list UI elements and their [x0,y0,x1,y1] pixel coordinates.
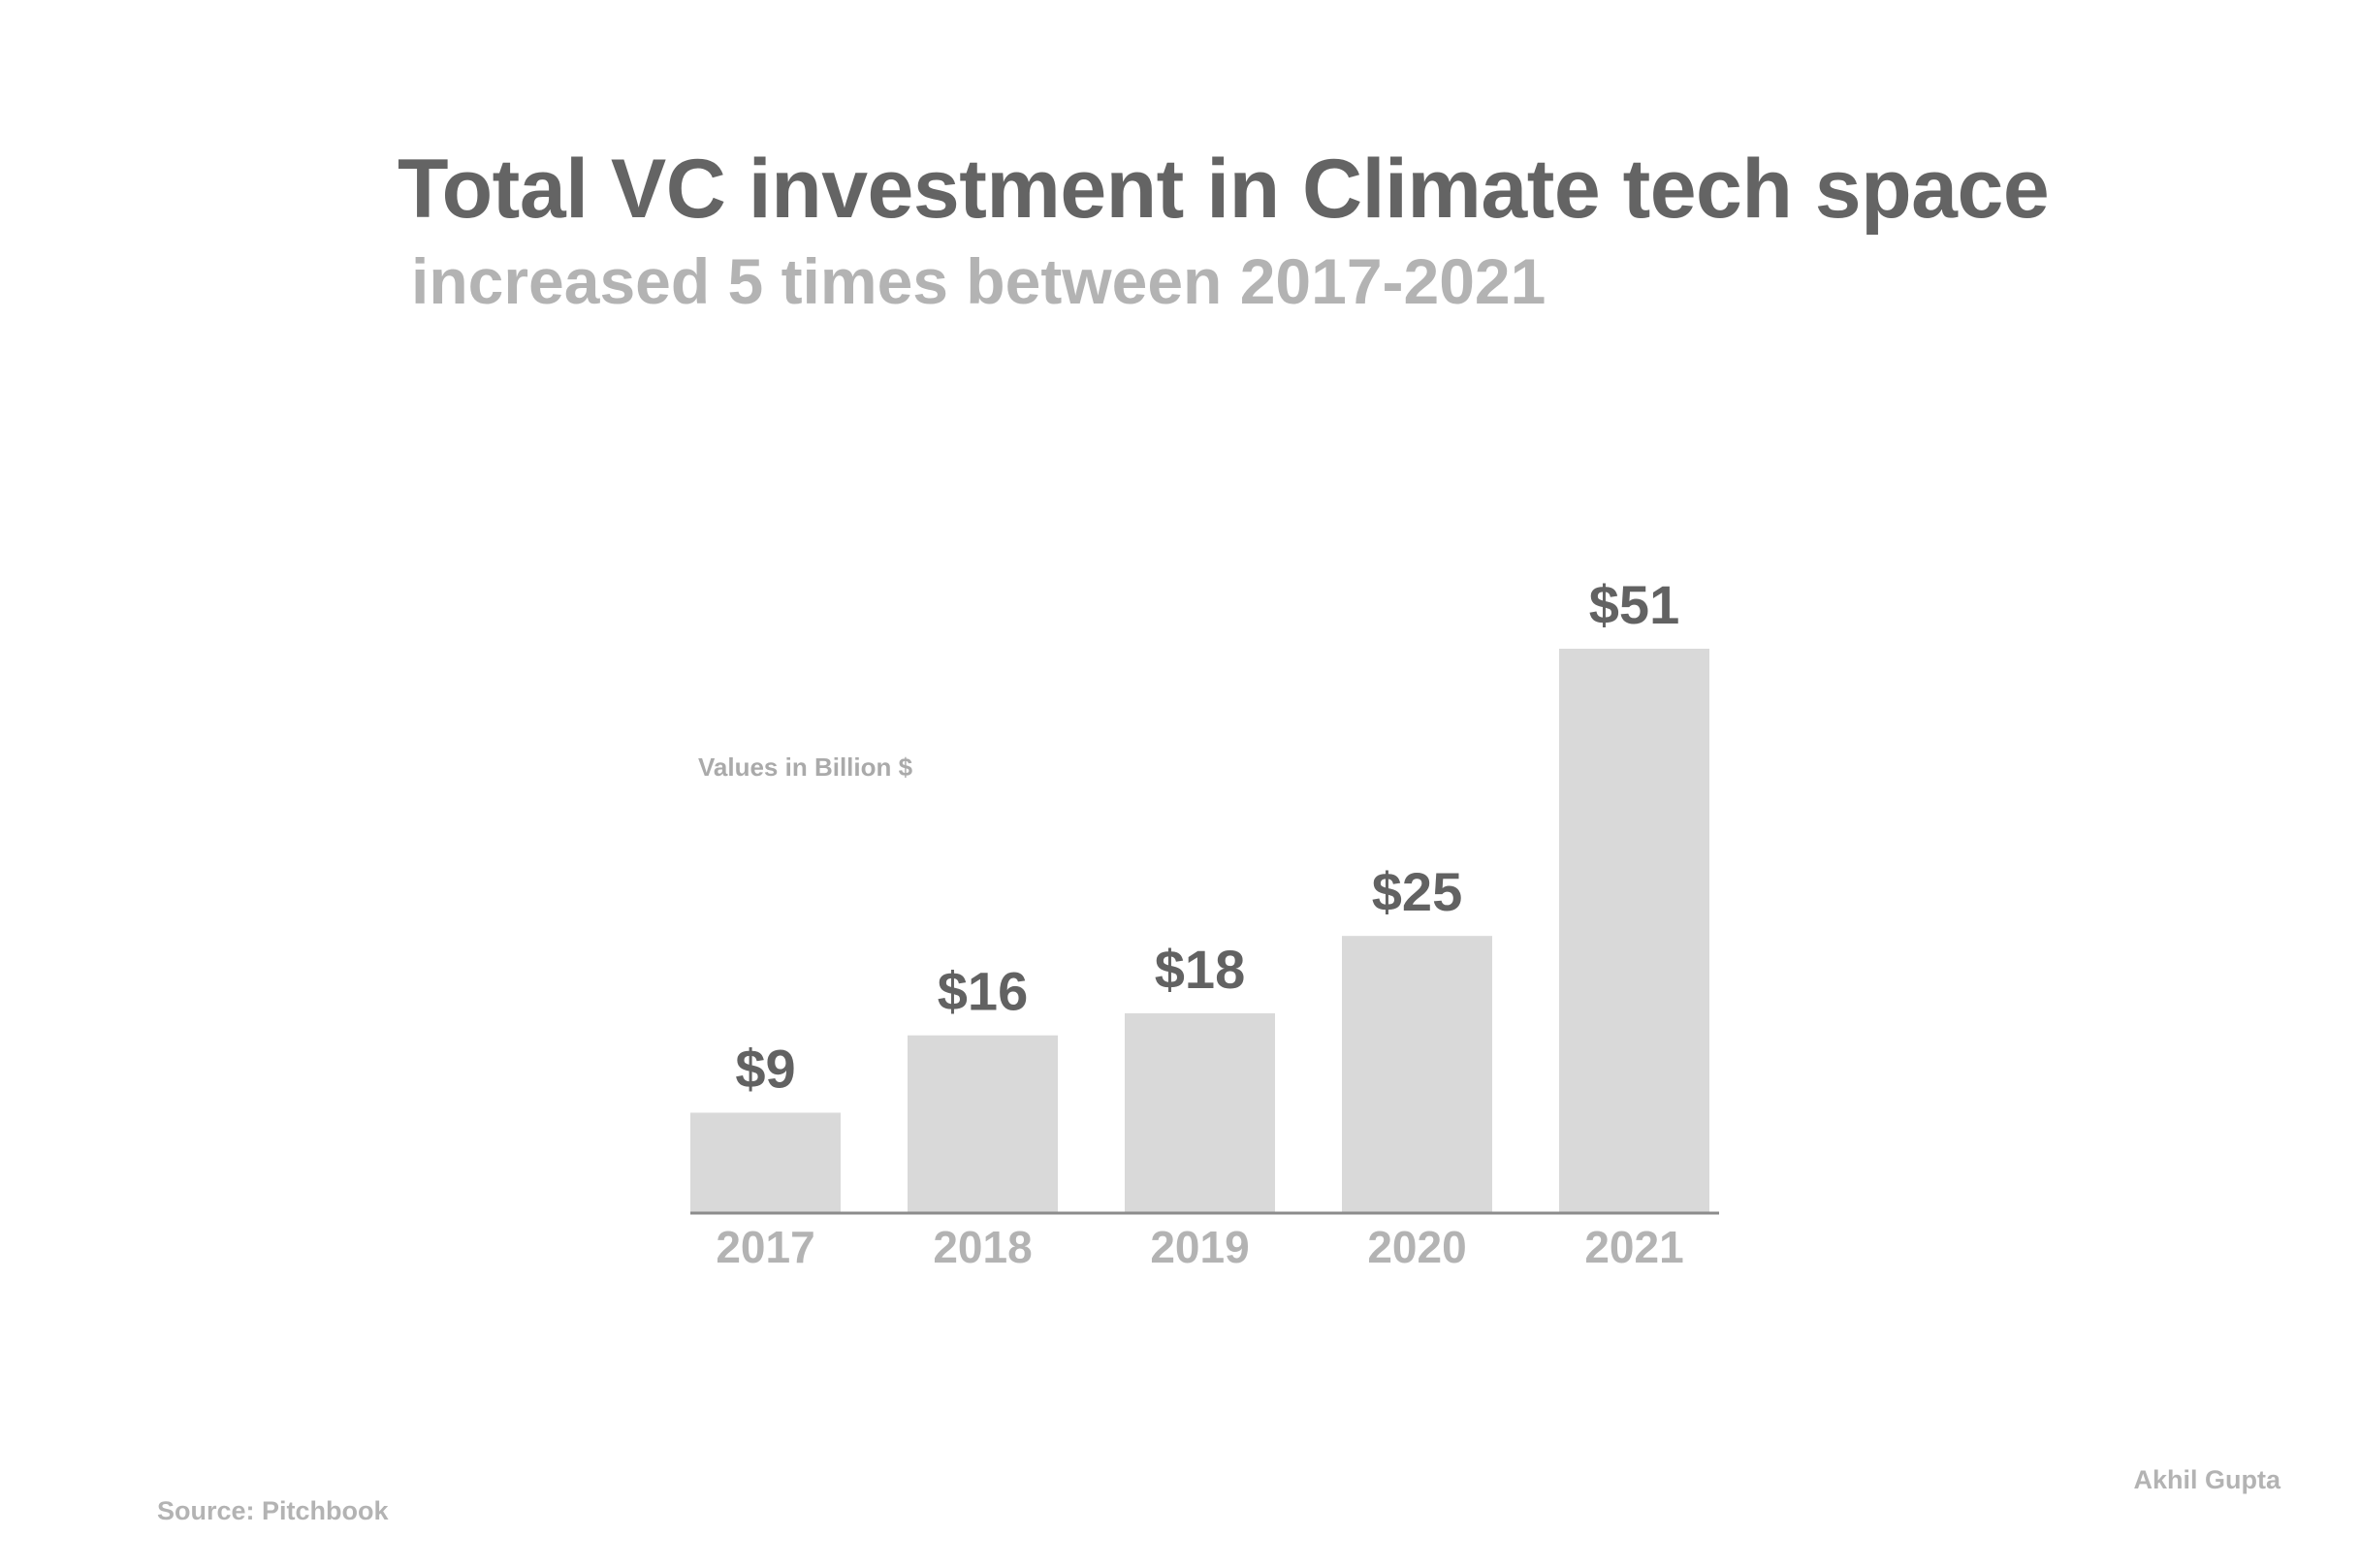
value-label-2019: $18 [1155,939,1245,1000]
value-label-2020: $25 [1372,861,1462,922]
value-label-2017: $9 [735,1038,795,1099]
x-tick-label-2021: 2021 [1584,1222,1683,1272]
bar-2017 [690,1112,841,1212]
bar-2018 [908,1035,1058,1212]
chart-title: Total VC investment in Climate tech spac… [398,143,2050,236]
units-note: Values in Billion $ [698,752,913,782]
value-label-2018: $16 [938,961,1028,1022]
bar-2020 [1342,936,1492,1212]
bar-2021 [1559,649,1709,1212]
x-tick-label-2017: 2017 [716,1222,814,1272]
x-tick-label-2019: 2019 [1150,1222,1249,1272]
bars-layer: $9 2017 $16 2018 $18 2019 $25 2020 $51 2021 [690,574,1709,1272]
chart-subtitle: increased 5 times between 2017-2021 [411,245,1547,317]
x-tick-label-2020: 2020 [1367,1222,1466,1272]
source-credit: Source: Pitchbook [157,1496,389,1525]
bar-2019 [1125,1012,1275,1212]
value-label-2021: $51 [1589,574,1679,635]
author-credit: Akhil Gupta [2133,1465,2280,1494]
x-tick-label-2018: 2018 [933,1222,1032,1272]
